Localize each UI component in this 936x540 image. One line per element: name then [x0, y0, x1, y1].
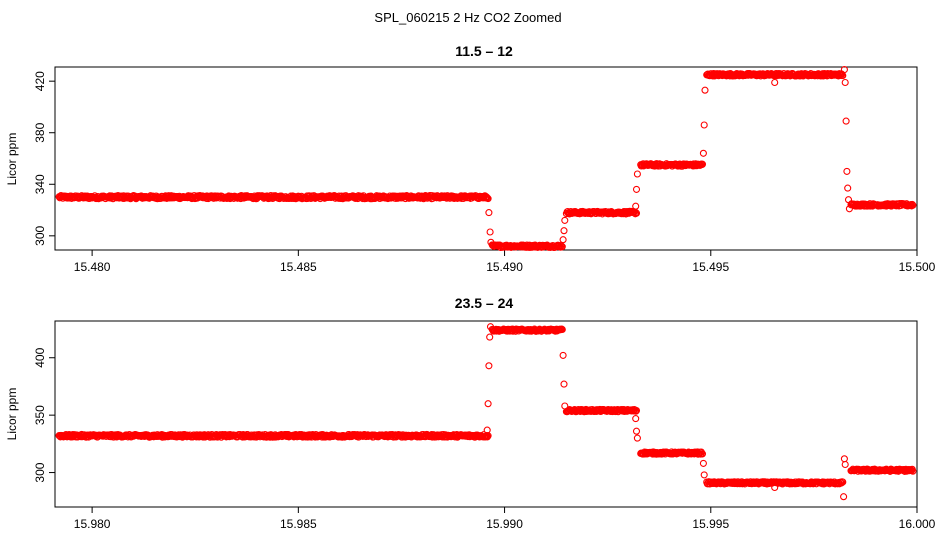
data-point: [632, 202, 640, 210]
data-point: [909, 467, 917, 475]
data-point: [560, 380, 568, 388]
data-point: [909, 201, 917, 209]
panel-title: 11.5 – 12: [455, 43, 513, 59]
x-tick-label: 15.995: [692, 517, 729, 531]
plot-frame: [54, 320, 918, 508]
y-tick-label: 420: [33, 71, 47, 91]
data-point: [483, 426, 491, 434]
data-point: [840, 66, 848, 74]
data-point: [698, 160, 707, 168]
axis-ticks: 15.480 15.485 15.490 15.495 15.500 300 340 380 4…: [33, 71, 936, 274]
data-point: [699, 149, 707, 157]
data-point: [843, 167, 851, 175]
y-axis-label: Licor ppm: [5, 133, 19, 186]
y-tick-label: 300: [33, 462, 47, 482]
data-point: [487, 238, 495, 246]
data-point: [559, 351, 567, 359]
data-point: [560, 227, 568, 235]
y-tick-label: 340: [33, 174, 47, 194]
axis-ticks: 15.980 15.985 15.990 15.995 16.000 300 350 400: [33, 347, 936, 531]
data-point: [561, 402, 569, 410]
data-point: [698, 450, 707, 458]
data-point: [485, 209, 493, 217]
y-tick-label: 300: [33, 225, 47, 245]
data-point: [486, 228, 494, 236]
data-point: [844, 196, 853, 204]
x-tick-label: 15.490: [486, 260, 523, 274]
panel-bottom: 23.5 – 24 Licor ppm 15.980 15.985 15.990 15…: [5, 295, 936, 531]
data-point: [701, 86, 709, 94]
x-tick-label: 15.985: [280, 517, 317, 531]
data-point: [484, 195, 492, 203]
data-point: [486, 333, 494, 341]
figure-title: SPL_060215 2 Hz CO2 Zoomed: [374, 10, 561, 25]
data-point: [908, 200, 916, 208]
data-point: [561, 216, 569, 224]
data-point: [485, 362, 493, 370]
data-point: [845, 205, 853, 213]
y-tick-label: 350: [33, 405, 47, 425]
plot-frame: [54, 66, 918, 251]
data-point: [559, 236, 567, 244]
data-point: [484, 400, 492, 408]
x-tick-label: 16.000: [899, 517, 936, 531]
data-point: [842, 117, 850, 125]
x-tick-label: 15.500: [899, 260, 936, 274]
data-point: [486, 323, 495, 331]
data-point: [700, 471, 708, 479]
data-point: [558, 243, 566, 251]
data-point: [632, 427, 641, 435]
data-point: [840, 493, 848, 501]
y-tick-label: 380: [33, 122, 47, 142]
data-point: [699, 459, 707, 467]
data-point: [841, 78, 849, 87]
data-point: [633, 434, 641, 442]
x-tick-label: 15.990: [486, 517, 523, 531]
x-tick-label: 15.495: [692, 260, 729, 274]
data-point: [841, 460, 849, 469]
y-tick-label: 400: [33, 347, 47, 367]
panel-title: 23.5 – 24: [455, 295, 514, 311]
data-point: [700, 121, 708, 129]
data-point: [771, 78, 779, 87]
data-points: [55, 66, 917, 251]
data-point: [558, 325, 566, 334]
data-point: [633, 170, 641, 178]
panel-top: 11.5 – 12 Licor ppm 15.480 15.485 15.490 15…: [5, 43, 936, 274]
data-point: [844, 184, 852, 192]
data-point: [632, 209, 641, 217]
x-tick-label: 15.980: [74, 517, 111, 531]
data-point: [632, 185, 641, 193]
data-point: [632, 415, 640, 423]
data-point: [839, 478, 847, 486]
data-points: [55, 323, 917, 501]
y-axis-label: Licor ppm: [5, 388, 19, 441]
x-tick-label: 15.485: [280, 260, 317, 274]
data-point: [771, 483, 779, 492]
data-point: [840, 455, 848, 463]
data-point: [632, 406, 641, 415]
x-tick-label: 15.480: [74, 260, 111, 274]
